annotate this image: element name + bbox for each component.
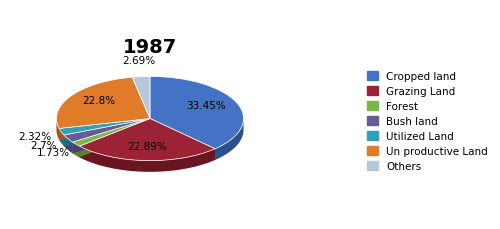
Polygon shape bbox=[150, 119, 215, 160]
Wedge shape bbox=[80, 119, 215, 161]
Polygon shape bbox=[59, 129, 64, 147]
Polygon shape bbox=[64, 119, 150, 147]
Polygon shape bbox=[64, 119, 150, 147]
Wedge shape bbox=[56, 78, 150, 129]
Text: 22.8%: 22.8% bbox=[82, 95, 116, 106]
Text: 33.45%: 33.45% bbox=[186, 100, 226, 110]
Wedge shape bbox=[150, 77, 244, 149]
Polygon shape bbox=[59, 119, 150, 140]
Polygon shape bbox=[56, 119, 59, 140]
Legend: Cropped land, Grazing Land, Forest, Bush land, Utilized Land, Un productive Land: Cropped land, Grazing Land, Forest, Bush… bbox=[365, 70, 490, 173]
Polygon shape bbox=[72, 142, 80, 158]
Polygon shape bbox=[215, 120, 244, 160]
Text: 2.32%: 2.32% bbox=[18, 131, 51, 141]
Polygon shape bbox=[72, 119, 150, 154]
Wedge shape bbox=[132, 77, 150, 119]
Title: 1987: 1987 bbox=[123, 38, 177, 57]
Polygon shape bbox=[80, 119, 150, 158]
Polygon shape bbox=[150, 119, 215, 160]
Wedge shape bbox=[72, 119, 150, 147]
Text: 1.73%: 1.73% bbox=[37, 147, 70, 157]
Text: 2.69%: 2.69% bbox=[122, 56, 155, 66]
Wedge shape bbox=[64, 119, 150, 142]
Polygon shape bbox=[80, 119, 150, 158]
Polygon shape bbox=[72, 119, 150, 154]
Polygon shape bbox=[80, 147, 215, 172]
Polygon shape bbox=[59, 119, 150, 140]
Wedge shape bbox=[59, 119, 150, 135]
Polygon shape bbox=[64, 135, 72, 154]
Text: 2.7%: 2.7% bbox=[30, 140, 56, 150]
Text: 22.89%: 22.89% bbox=[128, 141, 168, 151]
